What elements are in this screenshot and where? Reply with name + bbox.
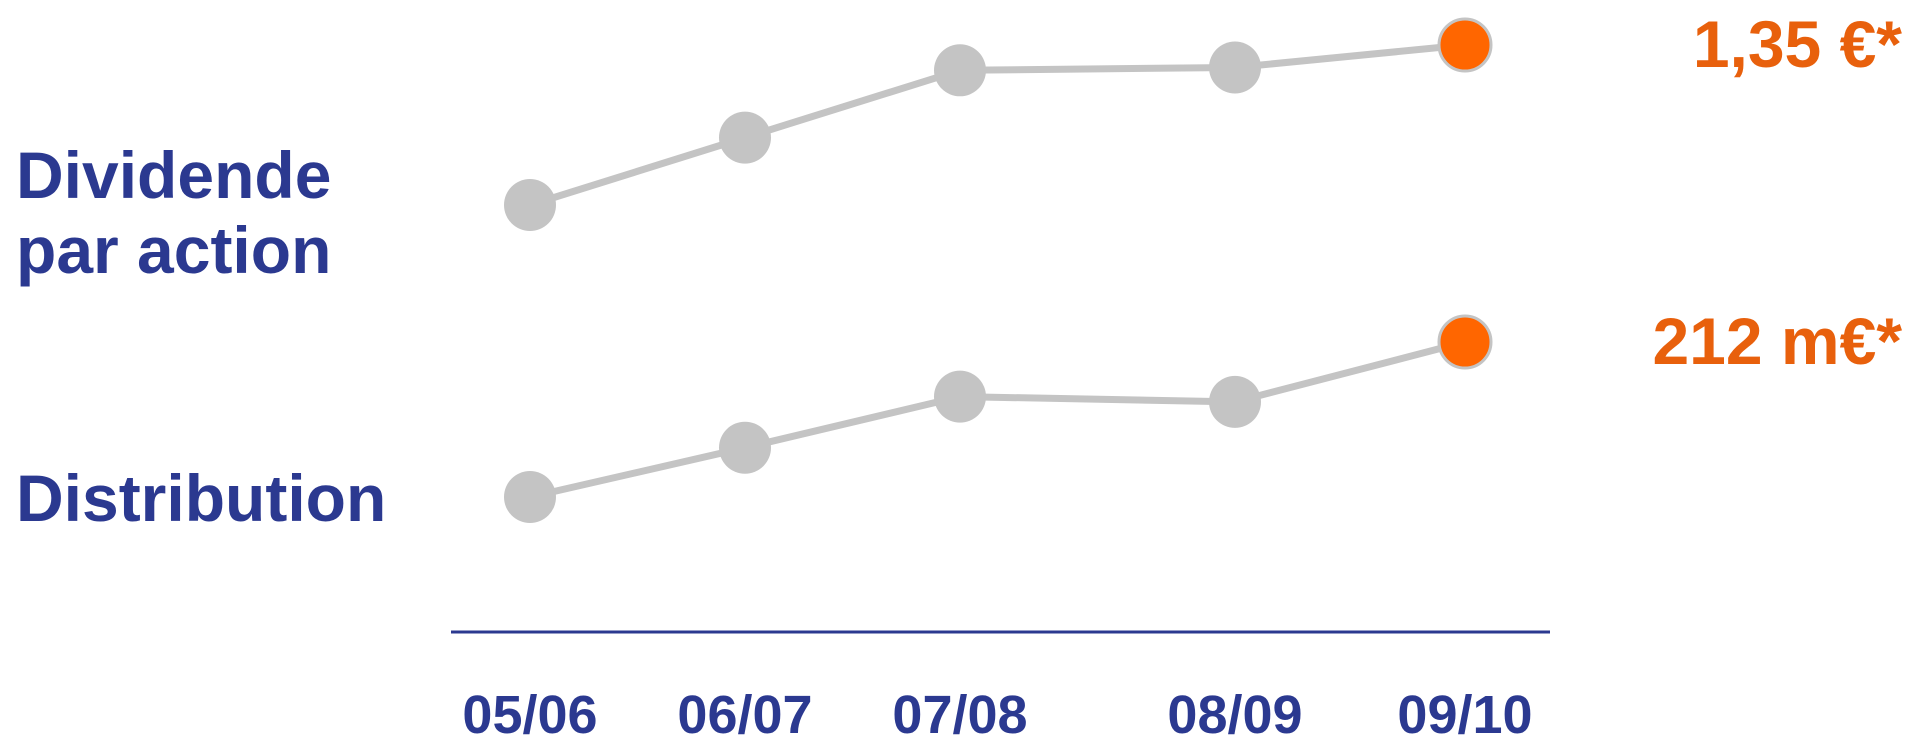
data-point	[719, 111, 771, 164]
series-label: Distribution	[16, 461, 386, 535]
data-point	[934, 370, 986, 423]
final-value-label: 1,35 €*	[1693, 7, 1902, 81]
x-tick-label: 09/10	[1397, 685, 1532, 738]
final-value-label: 212 m€*	[1652, 304, 1902, 378]
data-point	[1209, 41, 1261, 94]
x-tick-label: 06/07	[677, 685, 812, 738]
data-point	[934, 44, 986, 97]
data-point	[1209, 375, 1261, 428]
highlight-point	[1437, 314, 1493, 370]
highlight-point	[1437, 17, 1493, 73]
series-label: par action	[16, 213, 331, 287]
x-tick-label: 08/09	[1167, 685, 1302, 738]
series-label: Dividende	[16, 138, 331, 212]
data-point	[504, 179, 556, 231]
x-tick-label: 07/08	[892, 685, 1027, 738]
data-point	[719, 421, 771, 474]
data-point	[504, 471, 556, 523]
series-line	[529, 338, 1466, 501]
series-line	[528, 41, 1466, 209]
x-tick-label: 05/06	[462, 685, 597, 738]
series-layer: 1,35 €* 212 m€*	[504, 7, 1902, 523]
x-axis-ticks: 05/06 06/07 07/08 08/09 09/10	[462, 685, 1532, 738]
